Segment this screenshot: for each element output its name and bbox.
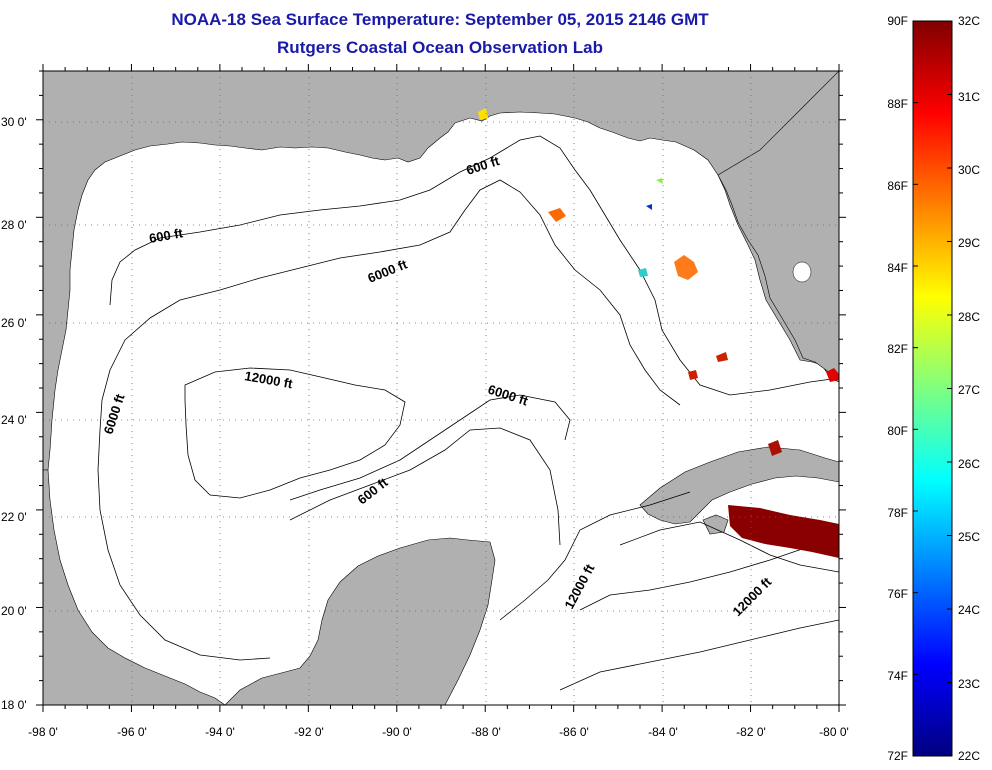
colorbar-ticks bbox=[913, 20, 952, 757]
contour-600ft-central bbox=[289, 427, 561, 546]
lat-tick-label: 20 0' bbox=[1, 604, 27, 618]
land-isla-juventud bbox=[702, 514, 729, 535]
colorbar-f-label: 82F bbox=[887, 342, 908, 356]
land-mexico bbox=[43, 469, 226, 705]
colorbar-c-label: 25C bbox=[958, 530, 980, 544]
sst-patch-green-1 bbox=[656, 178, 663, 184]
colorbar-f-label: 84F bbox=[887, 261, 908, 275]
lon-tick-label: -98 0' bbox=[28, 725, 58, 739]
lon-axis: -98 0' -96 0' -94 0' -92 0' -90 0' -88 0… bbox=[28, 725, 849, 739]
graticule bbox=[43, 71, 839, 705]
colorbar-c-label: 30C bbox=[958, 163, 980, 177]
contour-6000ft-west bbox=[97, 429, 271, 661]
contour-600ft-north bbox=[109, 135, 839, 396]
colorbar-c-label: 26C bbox=[958, 457, 980, 471]
contour-12000ft bbox=[184, 367, 406, 499]
colorbar-f-label: 80F bbox=[887, 424, 908, 438]
land-cuba bbox=[639, 446, 839, 525]
map-subtitle: Rutgers Coastal Ocean Observation Lab bbox=[277, 38, 603, 57]
sst-patch-red-1 bbox=[826, 368, 839, 382]
colorbar-c-labels: 32C 31C 30C 29C 28C 27C 26C 25C 24C 23C … bbox=[958, 14, 980, 763]
sst-patch-red-3 bbox=[716, 352, 728, 362]
lon-tick-label: -94 0' bbox=[205, 725, 235, 739]
colorbar-f-label: 88F bbox=[887, 97, 908, 111]
lon-tick-label: -88 0' bbox=[471, 725, 501, 739]
sst-patch-blue-1 bbox=[646, 204, 652, 210]
sst-patch-cuba-north bbox=[768, 440, 782, 456]
colorbar-c-label: 22C bbox=[958, 749, 980, 763]
contour-12000ft-caribbean bbox=[579, 539, 839, 611]
contour-12000ft-south bbox=[499, 491, 691, 621]
sst-patch-orange-1 bbox=[674, 255, 698, 280]
colorbar-c-label: 28C bbox=[958, 310, 980, 324]
colorbar: 90F 88F 86F 84F 82F 80F 78F 76F 74F 72F … bbox=[887, 14, 980, 763]
sst-patch-red-2 bbox=[688, 370, 698, 380]
lat-tick-label: 22 0' bbox=[1, 510, 27, 524]
lat-tick-label: 26 0' bbox=[1, 316, 27, 330]
contour-6000ft-north bbox=[99, 179, 681, 431]
colorbar-f-label: 90F bbox=[887, 14, 908, 28]
lon-tick-label: -92 0' bbox=[294, 725, 324, 739]
contour-caribbean-3 bbox=[619, 521, 839, 573]
lake-okeechobee bbox=[792, 261, 812, 283]
colorbar-c-label: 23C bbox=[958, 677, 980, 691]
frame-ticks bbox=[36, 64, 846, 712]
sst-patches bbox=[478, 108, 839, 558]
colorbar-f-label: 72F bbox=[887, 749, 908, 763]
lon-tick-label: -90 0' bbox=[382, 725, 412, 739]
lat-tick-label: 24 0' bbox=[1, 413, 27, 427]
lat-tick-label: 18 0' bbox=[1, 698, 27, 712]
land-yucatan bbox=[224, 537, 496, 705]
map-title: NOAA-18 Sea Surface Temperature: Septemb… bbox=[171, 10, 709, 29]
colorbar-f-label: 86F bbox=[887, 179, 908, 193]
colorbar-c-label: 24C bbox=[958, 603, 980, 617]
land-florida bbox=[717, 71, 839, 381]
colorbar-c-label: 27C bbox=[958, 383, 980, 397]
sst-patch-orange-2 bbox=[548, 208, 566, 222]
colorbar-f-label: 74F bbox=[887, 669, 908, 683]
lon-tick-label: -96 0' bbox=[117, 725, 147, 739]
contour-label: 600 ft bbox=[148, 225, 185, 246]
colorbar-f-label: 76F bbox=[887, 587, 908, 601]
colorbar-f-labels: 90F 88F 86F 84F 82F 80F 78F 76F 74F 72F bbox=[887, 14, 908, 763]
lat-tick-label: 30 0' bbox=[1, 115, 27, 129]
colorbar-gradient bbox=[912, 20, 953, 757]
colorbar-c-label: 31C bbox=[958, 90, 980, 104]
lat-tick-label: 28 0' bbox=[1, 218, 27, 232]
lon-tick-label: -82 0' bbox=[736, 725, 766, 739]
lon-tick-label: -86 0' bbox=[559, 725, 589, 739]
sst-patch-yellow-1 bbox=[478, 108, 488, 120]
sst-patch-caribbean-dark bbox=[728, 505, 839, 558]
colorbar-c-label: 32C bbox=[958, 14, 980, 28]
colorbar-f-label: 78F bbox=[887, 506, 908, 520]
colorbar-c-label: 29C bbox=[958, 236, 980, 250]
sst-patch-cyan-1 bbox=[638, 268, 648, 277]
contour-caribbean-2 bbox=[559, 619, 839, 691]
contour-6000ft-central bbox=[289, 394, 571, 501]
lon-tick-label: -84 0' bbox=[648, 725, 678, 739]
lat-axis: 30 0' 28 0' 26 0' 24 0' 22 0' 20 0' 18 0… bbox=[1, 115, 27, 712]
lon-tick-label: -80 0' bbox=[819, 725, 849, 739]
land-us-gulf-coast bbox=[43, 71, 839, 471]
bathymetry-contours bbox=[97, 135, 839, 691]
